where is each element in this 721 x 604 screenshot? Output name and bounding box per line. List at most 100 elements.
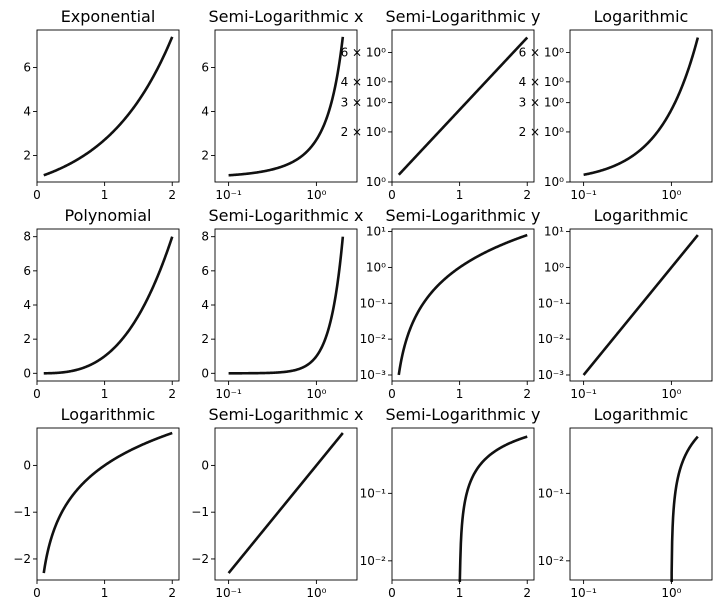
subplot-title: Logarithmic [594,206,689,225]
x-tick-label: 0 [33,586,41,600]
data-point [43,372,45,374]
y-tick-label: 3 × 10⁰ [519,96,565,110]
subplot-title: Semi-Logarithmic x [208,7,363,26]
data-point [342,36,344,38]
data-point [171,235,173,237]
x-tick-label: 10⁻¹ [570,188,597,202]
x-tick-label: 0 [33,188,41,202]
y-tick-label: −2 [191,552,209,566]
y-tick-label: 4 [201,298,209,312]
y-tick-label: 2 [201,149,209,163]
axes-frame [569,427,713,581]
y-tick-label: 10⁰ [366,175,386,189]
data-point [425,299,427,301]
data-point [342,235,344,237]
x-tick-label: 10⁰ [661,387,681,401]
y-tick-label: 6 × 10⁰ [519,46,565,60]
series-line [458,435,528,583]
series-line [42,431,173,574]
y-tick-label: 10⁻² [538,554,565,568]
data-point [686,247,688,249]
data-point [526,36,528,38]
subplot-10: Semi-Logarithmic x 10⁻¹ 10⁰ −2 −1 0 [191,405,363,600]
data-point [582,174,584,176]
subplot-5: Polynomial 0 1 2 0 2 4 6 8 [23,206,180,401]
data-point [171,36,173,38]
y-tick-label: −1 [191,505,209,519]
data-point [227,174,229,176]
y-tick-label: 10¹ [366,225,386,239]
x-tick-label: 1 [456,188,464,202]
data-point [492,72,494,74]
data-point [526,435,528,437]
y-tick-label: −2 [13,552,31,566]
y-tick-label: 2 × 10⁰ [341,125,387,139]
data-point [137,314,139,316]
data-point [227,372,229,374]
y-tick-label: 10⁻¹ [360,296,387,310]
x-tick-label: 2 [523,188,531,202]
y-tick-label: 10⁰ [544,175,564,189]
subplot-title: Exponential [61,7,156,26]
data-point [582,374,584,376]
data-point [644,145,646,147]
series-line [670,435,699,582]
data-point [103,139,105,141]
data-point [171,432,173,434]
subplot-7: Semi-Logarithmic y 0 1 2 10⁻³ 10⁻² 10⁻¹ 10⁰ 10¹ [360,206,541,401]
data-point [398,374,400,376]
subplot-grid: Exponential 0 1 2 2 4 6 Semi-Logarithmic x 10⁻¹ 1… [13,7,713,600]
subplot-3: Semi-Logarithmic y 0 1 2 10⁰ 2 × 10⁰ 3 × 10⁰ 4 … [341,7,541,202]
y-tick-label: 4 × 10⁰ [341,75,387,89]
x-tick-label: 10⁻¹ [215,387,242,401]
y-tick-label: 2 [201,332,209,346]
data-point [697,36,699,38]
data-point [492,247,494,249]
series-line [227,432,344,574]
x-tick-label: 2 [168,586,176,600]
x-tick-label: 10⁰ [661,188,681,202]
x-tick-label: 10⁰ [306,586,326,600]
axes-frame [391,427,535,581]
data-point [43,572,45,574]
data-point [686,451,688,453]
x-tick-label: 1 [101,387,109,401]
axes-frame [569,228,713,382]
x-tick-label: 2 [168,188,176,202]
data-point [227,572,229,574]
data-point [670,109,672,111]
subplot-title: Logarithmic [594,7,689,26]
y-tick-label: 10⁻¹ [538,296,565,310]
subplot-9: Logarithmic 0 1 2 −2 −1 0 [13,405,180,600]
data-point [425,145,427,147]
y-tick-label: −1 [13,505,31,519]
y-tick-label: 10⁻² [360,332,387,346]
subplot-title: Semi-Logarithmic x [208,405,363,424]
y-tick-label: 10⁻¹ [360,486,387,500]
data-point [670,266,672,268]
subplot-title: Semi-Logarithmic x [208,206,363,225]
data-point [398,174,400,176]
subplot-6: Semi-Logarithmic x 10⁻¹ 10⁰ 0 2 4 6 8 [201,206,363,401]
data-point [458,109,460,111]
data-point [315,355,317,357]
y-tick-label: 10⁰ [544,260,564,274]
series-line [397,233,528,376]
y-tick-label: 2 [23,332,31,346]
subplot-12: Logarithmic 10⁻¹ 10⁰ 10⁻² 10⁻¹ [538,405,713,600]
x-tick-label: 1 [101,586,109,600]
subplot-title: Semi-Logarithmic y [385,206,540,225]
x-tick-label: 0 [388,387,396,401]
data-point [70,370,72,372]
y-tick-label: 6 × 10⁰ [341,46,387,60]
y-tick-label: 6 [201,264,209,278]
series-line [227,236,345,375]
x-tick-label: 10⁰ [306,188,326,202]
data-point [70,497,72,499]
y-tick-label: 10¹ [544,225,564,239]
data-point [686,72,688,74]
data-point [342,432,344,434]
data-point [697,234,699,236]
